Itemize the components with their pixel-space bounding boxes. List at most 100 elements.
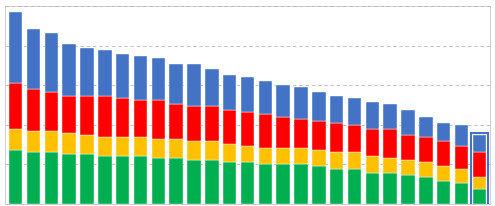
- Bar: [187, 142, 200, 160]
- Bar: [80, 48, 94, 96]
- Bar: [384, 173, 397, 204]
- Bar: [98, 50, 111, 96]
- Bar: [205, 160, 218, 204]
- Bar: [241, 162, 254, 204]
- Bar: [169, 64, 183, 104]
- Bar: [473, 189, 486, 204]
- Bar: [80, 96, 94, 135]
- Bar: [151, 158, 165, 204]
- Bar: [169, 158, 183, 204]
- Bar: [187, 160, 200, 204]
- Bar: [223, 75, 236, 110]
- Bar: [187, 64, 200, 106]
- Bar: [80, 135, 94, 154]
- Bar: [384, 129, 397, 158]
- Bar: [419, 117, 433, 137]
- Bar: [205, 69, 218, 106]
- Bar: [98, 137, 111, 156]
- Bar: [348, 152, 361, 169]
- Bar: [62, 96, 76, 133]
- Bar: [437, 166, 450, 181]
- Bar: [151, 139, 165, 158]
- Bar: [223, 162, 236, 204]
- Bar: [62, 133, 76, 154]
- Bar: [134, 100, 147, 137]
- Bar: [312, 121, 326, 150]
- Bar: [295, 119, 308, 148]
- Bar: [473, 177, 486, 189]
- Bar: [259, 114, 272, 148]
- Bar: [151, 58, 165, 100]
- Bar: [98, 156, 111, 204]
- Bar: [473, 152, 486, 177]
- Bar: [437, 142, 450, 166]
- Bar: [169, 104, 183, 139]
- Bar: [151, 100, 165, 139]
- Bar: [134, 137, 147, 156]
- Bar: [312, 91, 326, 121]
- Bar: [348, 98, 361, 125]
- Bar: [80, 154, 94, 204]
- Bar: [27, 152, 40, 204]
- Bar: [9, 150, 22, 204]
- Bar: [277, 148, 290, 164]
- Bar: [223, 110, 236, 144]
- Bar: [27, 131, 40, 152]
- Bar: [98, 96, 111, 137]
- Bar: [419, 137, 433, 162]
- Bar: [116, 156, 129, 204]
- Bar: [277, 117, 290, 148]
- Bar: [134, 156, 147, 204]
- Bar: [9, 129, 22, 150]
- Bar: [259, 81, 272, 114]
- Bar: [62, 44, 76, 96]
- Bar: [455, 146, 468, 169]
- Bar: [9, 12, 22, 83]
- Bar: [205, 142, 218, 160]
- Bar: [455, 125, 468, 146]
- Bar: [116, 137, 129, 156]
- Bar: [473, 135, 486, 152]
- Bar: [384, 158, 397, 173]
- Bar: [437, 181, 450, 204]
- Bar: [45, 91, 58, 131]
- Bar: [455, 169, 468, 183]
- Bar: [348, 169, 361, 204]
- Bar: [205, 106, 218, 142]
- Bar: [62, 154, 76, 204]
- Bar: [45, 33, 58, 91]
- Bar: [419, 162, 433, 177]
- Bar: [295, 87, 308, 119]
- Bar: [366, 129, 379, 156]
- Bar: [401, 160, 415, 175]
- Bar: [312, 150, 326, 166]
- Bar: [295, 148, 308, 164]
- Bar: [366, 156, 379, 173]
- Bar: [45, 152, 58, 204]
- Bar: [45, 131, 58, 152]
- Bar: [366, 173, 379, 204]
- Bar: [295, 164, 308, 204]
- Bar: [27, 29, 40, 89]
- Bar: [277, 164, 290, 204]
- Bar: [330, 169, 344, 204]
- Bar: [241, 112, 254, 146]
- Bar: [241, 77, 254, 112]
- Bar: [312, 166, 326, 204]
- Bar: [169, 139, 183, 158]
- Bar: [241, 146, 254, 162]
- Bar: [471, 133, 488, 205]
- Bar: [366, 102, 379, 129]
- Bar: [27, 89, 40, 131]
- Bar: [259, 164, 272, 204]
- Bar: [116, 54, 129, 98]
- Bar: [419, 177, 433, 204]
- Bar: [116, 98, 129, 137]
- Bar: [330, 123, 344, 152]
- Bar: [330, 152, 344, 169]
- Bar: [259, 148, 272, 164]
- Bar: [401, 175, 415, 204]
- Bar: [187, 106, 200, 142]
- Bar: [348, 125, 361, 152]
- Bar: [9, 83, 22, 129]
